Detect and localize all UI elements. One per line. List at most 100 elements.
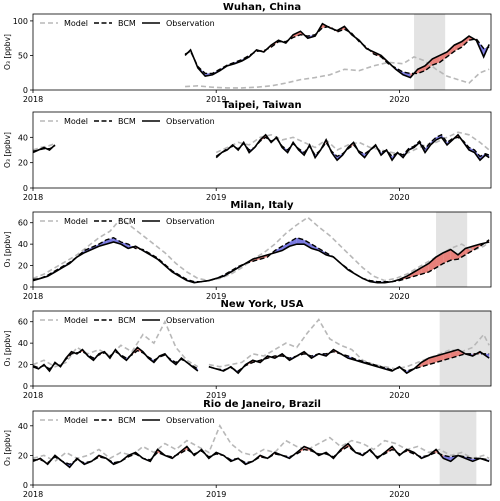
legend-label: Model — [64, 217, 88, 226]
legend-label: BCM — [118, 217, 136, 226]
observation-line — [184, 22, 490, 79]
model-line — [33, 424, 490, 463]
y-tick-label: 20 — [18, 159, 28, 168]
panel-0: Wuhan, China 0 50 100 2018 2019 2020 O₃ [ppbv] M… — [3, 2, 492, 104]
y-tick-label: 20 — [18, 262, 28, 271]
bcm-line — [184, 25, 490, 75]
x-tick-label: 2019 — [206, 95, 226, 104]
model-line — [33, 319, 199, 368]
plot-area — [184, 14, 490, 90]
panel-4: Rio de Janeiro, Brazil 0 20 40 2018 2019 2020 O… — [3, 399, 492, 499]
panel-title: Milan, Italy — [230, 200, 294, 211]
y-tick-label: 20 — [18, 451, 28, 460]
y-tick-label: 100 — [13, 17, 28, 26]
x-tick-label: 2018 — [23, 391, 43, 400]
plot-area — [33, 311, 491, 386]
legend-label: BCM — [118, 117, 136, 126]
legend-label: BCM — [118, 416, 136, 425]
y-tick-label: 0 — [23, 481, 28, 490]
x-tick-label: 2020 — [389, 490, 409, 499]
observation-below-fill — [296, 237, 305, 245]
legend-label: Observation — [166, 217, 215, 226]
y-axis-label: O₃ [ppbv] — [3, 231, 12, 267]
observation-above-fill — [458, 248, 466, 260]
observation-line — [208, 348, 490, 375]
legend-label: Model — [64, 316, 88, 325]
x-tick-label: 2019 — [206, 490, 226, 499]
observation-above-fill — [414, 267, 422, 277]
y-axis-label: O₃ [ppbv] — [3, 132, 12, 168]
y-tick-label: 0 — [23, 283, 28, 292]
plot-area — [33, 212, 490, 287]
plot-area — [33, 131, 490, 162]
y-axis-label: O₃ [ppbv] — [3, 330, 12, 366]
observation-below-fill — [304, 239, 312, 249]
panel-title: Taipei, Taiwan — [222, 100, 301, 111]
legend: Model BCM Observation — [40, 416, 215, 425]
observation-above-fill — [425, 58, 433, 71]
observation-above-fill — [454, 41, 462, 52]
x-tick-label: 2020 — [389, 391, 409, 400]
y-axis-label: O₃ [ppbv] — [3, 430, 12, 466]
axes-frame — [32, 410, 492, 486]
legend-label: Observation — [166, 117, 215, 126]
observation-above-fill — [421, 263, 429, 275]
y-tick-label: 0 — [23, 382, 28, 391]
x-tick-label: 2018 — [23, 292, 43, 301]
legend-label: Model — [64, 117, 88, 126]
legend: Model BCM Observation — [40, 316, 215, 325]
panel-1: Taipei, Taiwan 0 20 40 2018 2019 2020 O₃ [ppbv]… — [3, 100, 492, 202]
bcm-line — [33, 236, 490, 283]
y-tick-label: 50 — [18, 51, 28, 60]
observation-above-fill — [447, 45, 455, 57]
observation-line — [33, 346, 199, 373]
x-tick-label: 2018 — [23, 193, 43, 202]
observation-above-fill — [450, 249, 459, 261]
y-axis-label: O₃ [ppbv] — [3, 34, 12, 70]
axes-frame — [32, 13, 492, 91]
legend-label: BCM — [118, 316, 136, 325]
x-tick-label: 2020 — [389, 193, 409, 202]
observation-line — [215, 133, 490, 162]
observation-above-fill — [461, 36, 470, 48]
legend-label: Observation — [166, 19, 215, 28]
shaded-period — [414, 14, 446, 90]
panel-2: Milan, Italy 0 20 40 60 2018 2019 2020 O₃ [ppbv]… — [3, 200, 492, 301]
y-tick-label: 60 — [18, 318, 28, 327]
observation-below-fill — [282, 242, 290, 251]
x-tick-label: 2019 — [206, 292, 226, 301]
y-tick-label: 40 — [18, 422, 28, 431]
shaded-period — [439, 411, 477, 485]
shaded-period — [439, 311, 491, 386]
panel-3: New York, USA 0 20 40 60 2018 2019 2020 O₃ [ppbv… — [3, 299, 492, 400]
x-tick-label: 2018 — [23, 95, 43, 104]
axes-frame — [32, 111, 492, 189]
observation-below-fill — [98, 239, 107, 247]
panel-title: Wuhan, China — [223, 2, 301, 13]
axes-frame — [32, 211, 492, 288]
legend: Model BCM Observation — [40, 19, 215, 28]
bcm-line — [208, 350, 490, 372]
legend: Model BCM Observation — [40, 117, 215, 126]
x-tick-label: 2019 — [206, 193, 226, 202]
observation-above-fill — [417, 65, 426, 74]
legend-label: Observation — [166, 416, 215, 425]
model-line — [33, 216, 490, 282]
y-tick-label: 40 — [18, 240, 28, 249]
legend-label: Model — [64, 19, 88, 28]
observation-line — [33, 442, 490, 469]
bcm-line — [215, 133, 490, 158]
y-tick-label: 20 — [18, 361, 28, 370]
panel-title: Rio de Janeiro, Brazil — [203, 399, 321, 410]
plot-area — [33, 411, 490, 485]
x-tick-label: 2019 — [206, 391, 226, 400]
legend-label: BCM — [118, 19, 136, 28]
observation-line — [33, 144, 56, 154]
y-tick-label: 60 — [18, 219, 28, 228]
legend-label: Model — [64, 416, 88, 425]
x-tick-label: 2020 — [389, 95, 409, 104]
model-line — [185, 55, 490, 89]
model-line — [208, 318, 490, 370]
x-tick-label: 2020 — [389, 292, 409, 301]
legend-label: Observation — [166, 316, 215, 325]
